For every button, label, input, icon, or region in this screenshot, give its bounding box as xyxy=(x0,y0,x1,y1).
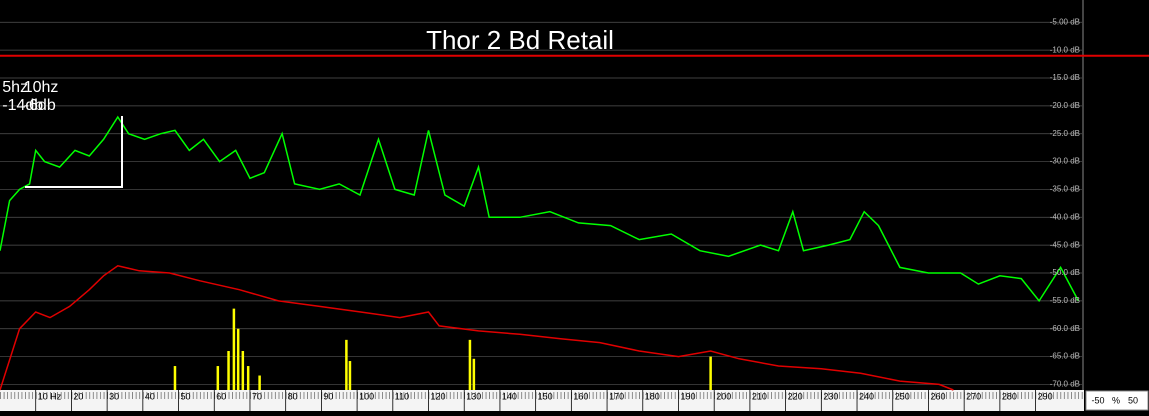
x-tick-label: 170 xyxy=(609,391,624,401)
y-tick-label: -30.0 dB xyxy=(1050,157,1080,166)
x-tick-label: 220 xyxy=(788,391,803,401)
x-tick-label: 50 xyxy=(181,391,191,401)
y-tick-label: -25.0 dB xyxy=(1050,129,1080,138)
x-tick-label: 40 xyxy=(145,391,155,401)
x-tick-label: 250 xyxy=(895,391,910,401)
x-tick-label: 240 xyxy=(859,391,874,401)
annotation: 5hz xyxy=(2,79,28,96)
x-tick-label: 230 xyxy=(823,391,838,401)
x-tick-label: 90 xyxy=(323,391,333,401)
y-tick-label: -40.0 dB xyxy=(1050,212,1080,221)
x-tick-label: 160 xyxy=(573,391,588,401)
x-tick-label: 10 Hz xyxy=(38,391,62,401)
x-tick-label: 150 xyxy=(538,391,553,401)
x-tick-label: 260 xyxy=(930,391,945,401)
x-ruler-ticks xyxy=(0,390,1084,411)
x-tick-label: 100 xyxy=(359,391,374,401)
series-line xyxy=(0,115,1080,303)
x-tick-label: 200 xyxy=(716,391,731,401)
y-tick-label: -45.0 dB xyxy=(1050,240,1080,249)
x-tick-label: 120 xyxy=(431,391,446,401)
y-tick-label: -15.0 dB xyxy=(1050,73,1080,82)
x-tick-label: 70 xyxy=(252,391,262,401)
x-tick-label: 290 xyxy=(1038,391,1053,401)
x-tick-label: 110 xyxy=(395,391,409,401)
x-tick-label: 60 xyxy=(216,391,226,401)
chart-title: Thor 2 Bd Retail xyxy=(426,25,614,55)
balance-unit: % xyxy=(1112,395,1120,405)
balance-control[interactable] xyxy=(1085,390,1149,411)
x-tick-label: 20 xyxy=(73,391,83,401)
x-tick-label: 270 xyxy=(966,391,981,401)
x-tick-label: 210 xyxy=(752,391,767,401)
x-tick-label: 130 xyxy=(466,391,481,401)
annotation: -14db xyxy=(2,97,43,114)
x-tick-label: 80 xyxy=(288,391,298,401)
y-tick-label: -50.0 dB xyxy=(1050,268,1080,277)
x-tick-label: 140 xyxy=(502,391,517,401)
x-tick-label: 190 xyxy=(680,391,695,401)
y-tick-label: -60.0 dB xyxy=(1050,324,1080,333)
y-tick-label: -70.0 dB xyxy=(1050,380,1080,389)
annotation: -6db xyxy=(24,97,56,114)
annotation: 10hz xyxy=(24,79,59,96)
y-tick-label: -55.0 dB xyxy=(1050,296,1080,305)
y-tick-label: -65.0 dB xyxy=(1050,352,1080,361)
y-tick-label: -10.0 dB xyxy=(1050,45,1080,54)
annotation-bracket xyxy=(25,116,123,188)
x-tick-label: 30 xyxy=(109,391,119,401)
x-tick-label: 280 xyxy=(1002,391,1017,401)
y-tick-label: -5.00 dB xyxy=(1050,17,1080,26)
series-line xyxy=(0,264,954,391)
y-tick-label: -35.0 dB xyxy=(1050,185,1080,194)
x-tick-label: 180 xyxy=(645,391,660,401)
y-tick-label: -20.0 dB xyxy=(1050,101,1080,110)
balance-left: -50 xyxy=(1091,395,1104,405)
balance-right: 50 xyxy=(1128,395,1138,405)
